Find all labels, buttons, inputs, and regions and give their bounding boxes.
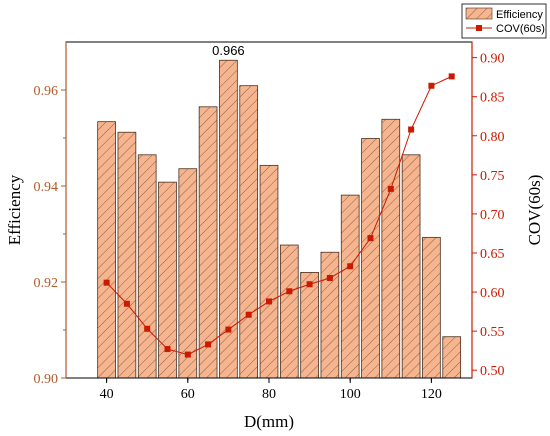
efficiency-bar: [422, 236, 441, 379]
cov-marker: [205, 341, 212, 348]
cov-line-series: [103, 73, 455, 358]
x-tick-label: 120: [421, 387, 442, 402]
cov-marker: [245, 311, 252, 318]
x-axis: 40 60 80 100 120: [100, 378, 442, 402]
cov-marker: [306, 281, 313, 288]
y2-tick-label: 0.80: [480, 130, 505, 145]
y-axis-title: Efficiency: [5, 174, 24, 245]
cov-marker: [387, 185, 394, 192]
cov-marker: [326, 274, 333, 281]
legend-cov-label: COV(60s): [496, 23, 545, 35]
cov-marker: [103, 279, 110, 286]
efficiency-bar: [259, 164, 279, 379]
efficiency-bar: [137, 154, 157, 379]
cov-line: [106, 75, 452, 356]
efficiency-bar: [279, 244, 299, 379]
efficiency-bar: [97, 121, 116, 379]
y2-tick-label: 0.55: [480, 325, 505, 340]
efficiency-bar: [381, 118, 401, 379]
bar-series: [97, 59, 462, 379]
y2-tick-label: 0.50: [480, 364, 505, 379]
efficiency-bar: [361, 138, 380, 379]
y-axis-left: 0.90 0.92 0.94 0.96: [34, 42, 67, 387]
y-tick-label: 0.94: [34, 180, 59, 195]
cov-marker: [367, 235, 374, 242]
y2-tick-label: 0.70: [480, 208, 505, 223]
y-axis-right: 0.50 0.55 0.60 0.65 0.70 0.75 0.80 0.85 0.90: [471, 42, 505, 379]
efficiency-bar: [320, 251, 340, 379]
efficiency-bar: [117, 131, 137, 379]
y2-tick-label: 0.65: [480, 247, 505, 262]
y-tick-label: 0.96: [34, 84, 59, 99]
legend-efficiency-label: Efficiency: [496, 9, 543, 21]
cov-marker: [123, 300, 130, 307]
efficiency-bar: [401, 154, 421, 379]
legend-box: [461, 3, 547, 39]
efficiency-bar: [198, 106, 218, 379]
y-tick-label: 0.90: [34, 372, 59, 387]
efficiency-bar: [239, 85, 259, 379]
legend-bar-swatch: [465, 7, 493, 20]
x-tick-label: 100: [340, 387, 361, 402]
cov-marker: [266, 298, 272, 305]
cov-marker: [347, 263, 354, 270]
efficiency-bar: [300, 271, 319, 379]
cov-marker: [408, 126, 415, 133]
cov-marker: [225, 326, 232, 333]
efficiency-bar: [178, 168, 198, 379]
cov-marker: [144, 325, 151, 332]
y2-tick-label: 0.85: [480, 91, 505, 106]
y2-tick-label: 0.90: [480, 52, 505, 67]
x-tick-label: 80: [262, 387, 276, 402]
cov-marker: [448, 73, 455, 80]
x-axis-title: D(mm): [244, 412, 294, 431]
legend: Efficiency COV(60s): [461, 3, 547, 39]
efficiency-bar: [442, 336, 462, 379]
y2-tick-label: 0.60: [480, 286, 505, 301]
y2-tick-label: 0.75: [480, 169, 505, 184]
x-tick-label: 40: [100, 387, 114, 402]
y-tick-label: 0.92: [34, 276, 59, 291]
legend-line-marker: [476, 25, 482, 31]
cov-marker: [286, 288, 293, 295]
x-tick-label: 60: [181, 387, 195, 402]
cov-marker: [164, 346, 171, 353]
cov-marker: [184, 351, 191, 358]
y2-axis-title: COV(60s): [525, 175, 544, 246]
cov-marker: [428, 82, 435, 89]
efficiency-bar: [340, 194, 360, 379]
peak-annotation: 0.966: [212, 43, 245, 58]
